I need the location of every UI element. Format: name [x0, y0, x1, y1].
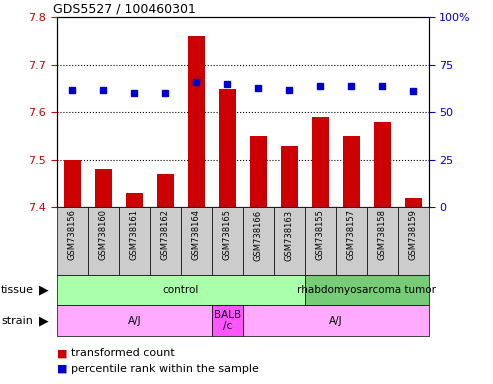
Text: GSM738163: GSM738163	[285, 209, 294, 260]
Text: transformed count: transformed count	[71, 348, 175, 358]
Text: GSM738156: GSM738156	[68, 209, 77, 260]
Bar	[398, 207, 429, 275]
Text: GSM738166: GSM738166	[254, 209, 263, 260]
Text: tissue: tissue	[1, 285, 34, 295]
Text: GSM738160: GSM738160	[99, 209, 108, 260]
Bar	[336, 207, 367, 275]
Text: strain: strain	[1, 316, 33, 326]
Text: GSM738162: GSM738162	[161, 209, 170, 260]
Text: percentile rank within the sample: percentile rank within the sample	[71, 364, 259, 374]
Bar	[150, 207, 181, 275]
Bar	[126, 193, 143, 207]
Bar	[305, 275, 429, 305]
Text: GSM738158: GSM738158	[378, 209, 387, 260]
Text: GSM738161: GSM738161	[130, 209, 139, 260]
Text: GSM738159: GSM738159	[409, 209, 418, 260]
Bar	[181, 207, 212, 275]
Bar	[88, 207, 119, 275]
Bar	[57, 305, 212, 336]
Bar	[343, 136, 360, 207]
Bar	[119, 207, 150, 275]
Bar	[281, 146, 298, 207]
Bar	[212, 305, 243, 336]
Bar	[64, 160, 81, 207]
Text: GSM738165: GSM738165	[223, 209, 232, 260]
Text: ■: ■	[57, 364, 67, 374]
Bar	[57, 275, 305, 305]
Text: ▶: ▶	[38, 283, 48, 296]
Text: ■: ■	[57, 348, 67, 358]
Bar	[367, 207, 398, 275]
Bar	[243, 305, 429, 336]
Bar	[95, 169, 112, 207]
Bar	[405, 198, 422, 207]
Bar	[374, 122, 391, 207]
Bar	[243, 207, 274, 275]
Text: GDS5527 / 100460301: GDS5527 / 100460301	[53, 3, 196, 16]
Text: GSM738157: GSM738157	[347, 209, 356, 260]
Text: GSM738155: GSM738155	[316, 209, 325, 260]
Bar	[57, 207, 88, 275]
Bar	[212, 207, 243, 275]
Bar	[312, 117, 329, 207]
Bar	[274, 207, 305, 275]
Text: GSM738164: GSM738164	[192, 209, 201, 260]
Text: A/J: A/J	[127, 316, 141, 326]
Text: A/J: A/J	[329, 316, 343, 326]
Bar	[305, 207, 336, 275]
Bar	[157, 174, 174, 207]
Text: ▶: ▶	[38, 314, 48, 327]
Text: rhabdomyosarcoma tumor: rhabdomyosarcoma tumor	[297, 285, 436, 295]
Bar	[219, 89, 236, 207]
Text: BALB
/c: BALB /c	[214, 310, 241, 331]
Bar	[188, 36, 205, 207]
Bar	[250, 136, 267, 207]
Text: control: control	[163, 285, 199, 295]
